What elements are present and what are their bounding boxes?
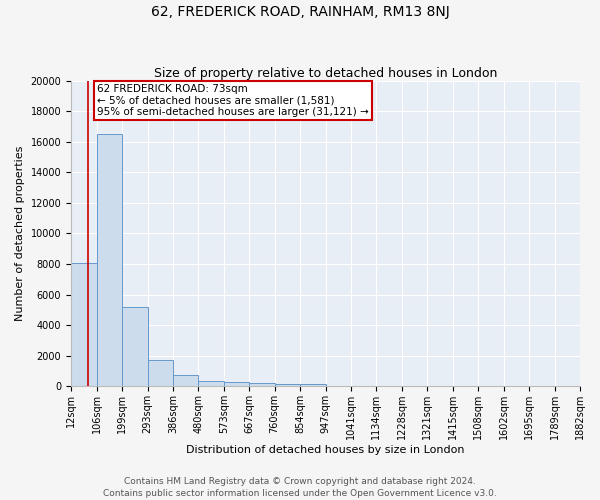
Bar — [71, 264, 97, 386]
Bar — [148, 360, 173, 386]
Text: 62 FREDERICK ROAD: 73sqm
← 5% of detached houses are smaller (1,581)
95% of semi: 62 FREDERICK ROAD: 73sqm ← 5% of detache… — [97, 84, 369, 117]
Bar — [275, 384, 300, 386]
Text: Contains HM Land Registry data © Crown copyright and database right 2024.
Contai: Contains HM Land Registry data © Crown c… — [103, 476, 497, 498]
Bar — [173, 375, 199, 386]
X-axis label: Distribution of detached houses by size in London: Distribution of detached houses by size … — [186, 445, 465, 455]
Bar — [224, 382, 250, 386]
Y-axis label: Number of detached properties: Number of detached properties — [15, 146, 25, 321]
Bar — [250, 383, 275, 386]
Title: Size of property relative to detached houses in London: Size of property relative to detached ho… — [154, 66, 497, 80]
Bar — [199, 381, 224, 386]
Text: 62, FREDERICK ROAD, RAINHAM, RM13 8NJ: 62, FREDERICK ROAD, RAINHAM, RM13 8NJ — [151, 5, 449, 19]
Bar — [300, 384, 326, 386]
Bar — [97, 134, 122, 386]
Bar — [122, 307, 148, 386]
